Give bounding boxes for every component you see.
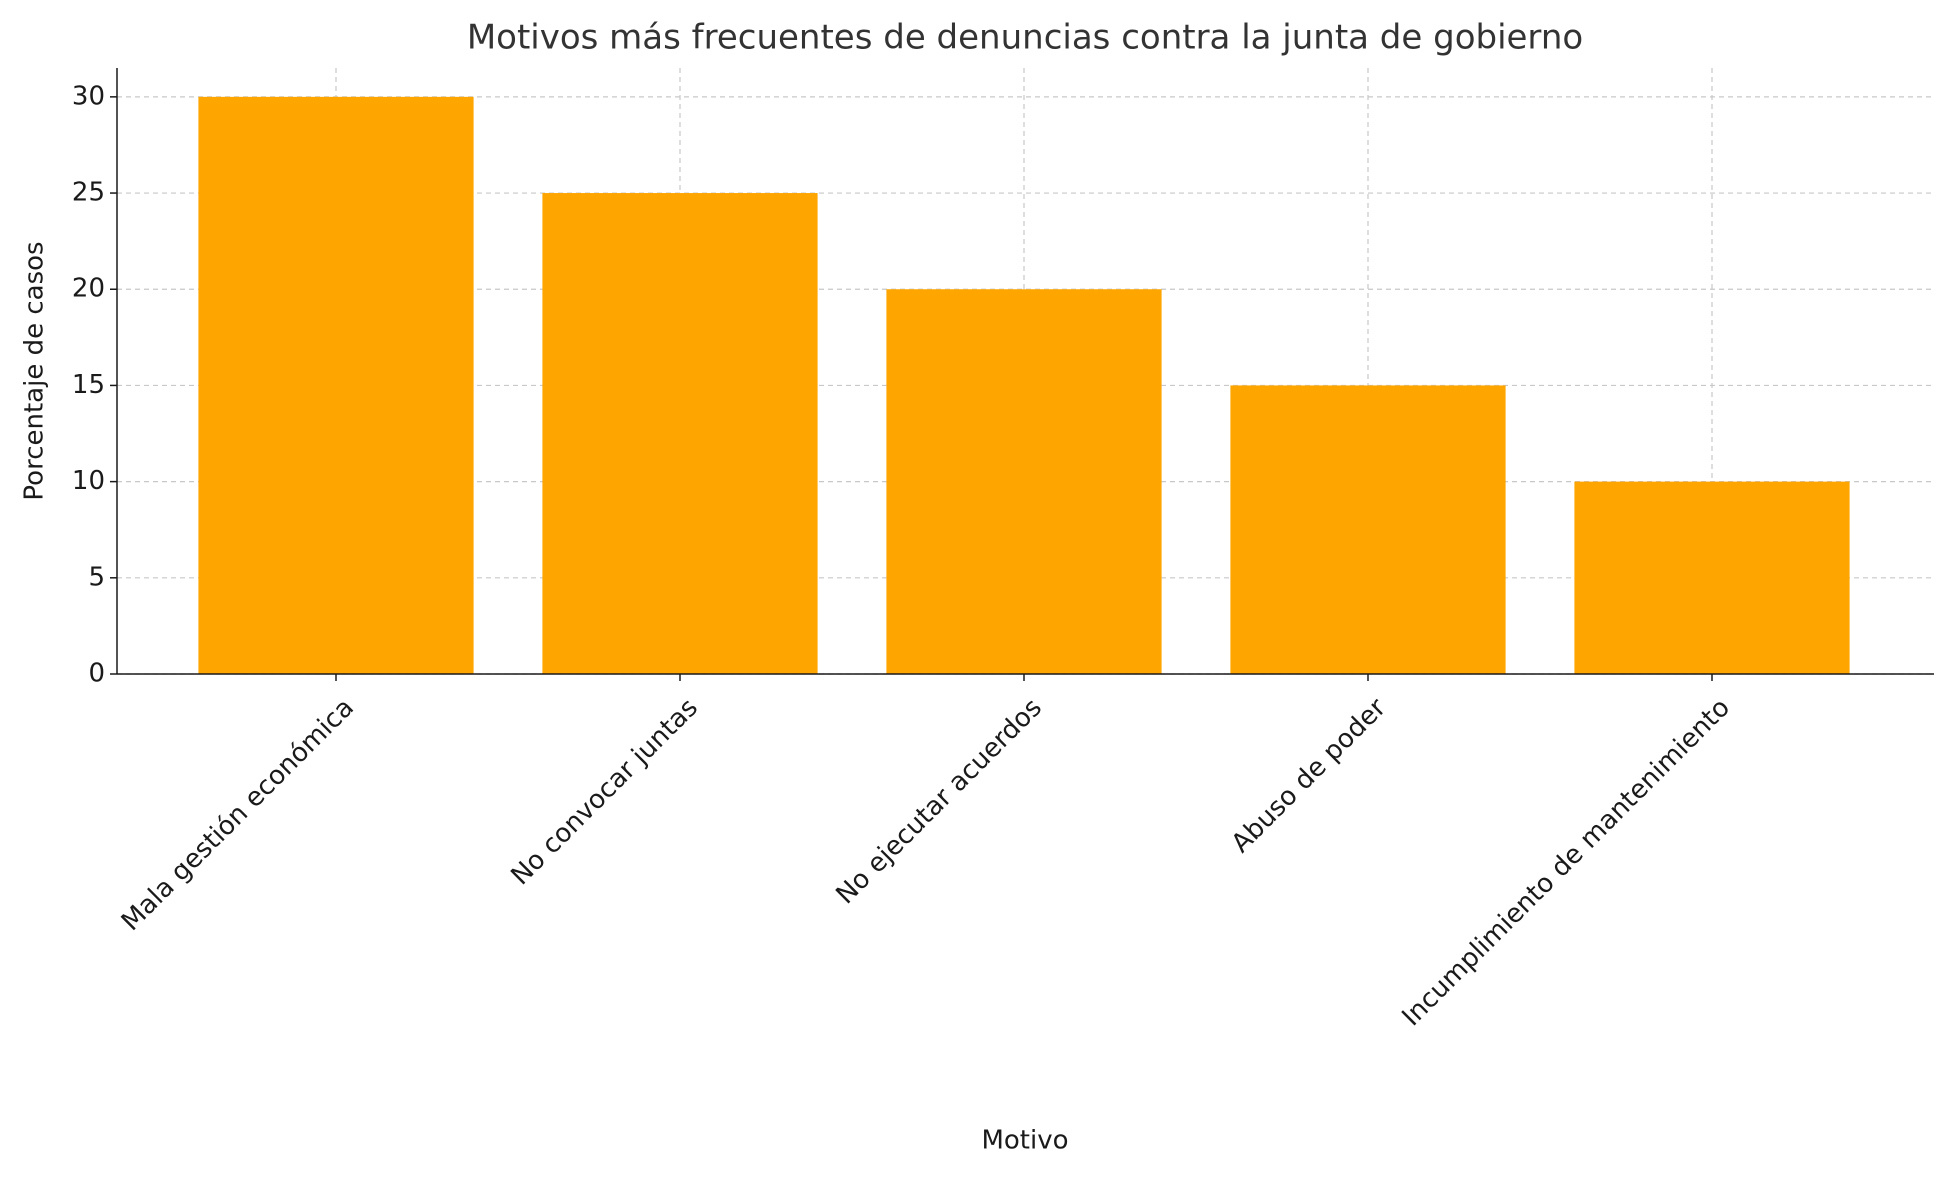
chart-title: Motivos más frecuentes de denuncias cont… xyxy=(467,18,1583,58)
x-tick-label: Abuso de poder xyxy=(1226,693,1392,859)
x-axis-label: Motivo xyxy=(981,1126,1068,1156)
bar xyxy=(1230,385,1506,674)
bar xyxy=(1574,481,1850,674)
y-axis-label: Porcentaje de casos xyxy=(20,241,50,500)
y-tick-label: 15 xyxy=(72,370,105,400)
y-tick-label: 25 xyxy=(72,178,105,208)
bar xyxy=(542,193,818,675)
bar xyxy=(198,96,474,675)
y-tick-label: 30 xyxy=(72,81,105,111)
x-tick-label: No ejecutar acuerdos xyxy=(830,693,1048,911)
x-tick-label: Incumplimiento de mantenimiento xyxy=(1396,693,1735,1032)
y-tick-label: 20 xyxy=(72,274,105,304)
y-tick-label: 5 xyxy=(88,562,105,592)
x-tick-label: No convocar juntas xyxy=(506,693,704,891)
x-tick-label: Mala gestión económica xyxy=(116,693,360,937)
bar xyxy=(886,289,1162,674)
y-tick-label: 10 xyxy=(72,466,105,496)
y-tick-label: 0 xyxy=(88,659,105,689)
